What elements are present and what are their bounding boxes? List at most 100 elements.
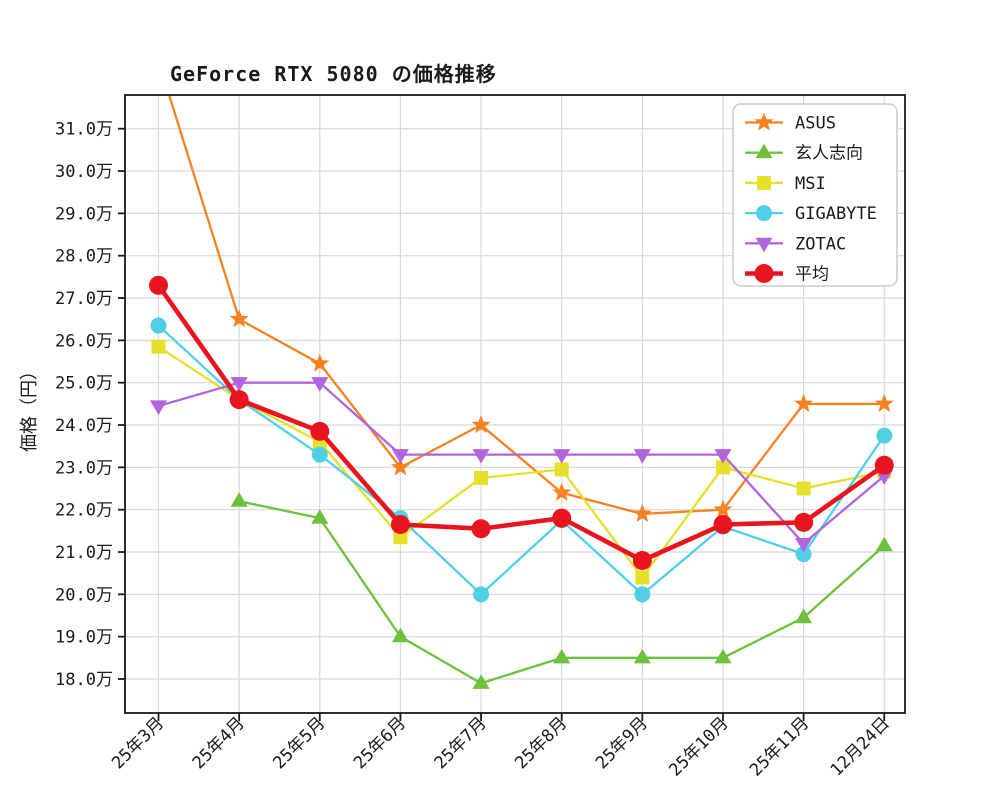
series-marker-玄人志向 <box>633 648 651 664</box>
x-tick-label: 25年8月 <box>511 713 571 773</box>
y-tick-label: 29.0万 <box>55 204 113 224</box>
series-line-MSI <box>157 345 885 579</box>
series-marker-GIGABYTE <box>876 427 893 444</box>
series-marker-ASUS <box>713 499 733 518</box>
series-marker-ZOTAC <box>472 449 490 464</box>
legend-label-ASUS: ASUS <box>795 114 836 134</box>
series-marker-ZOTAC <box>714 449 732 464</box>
y-tick-label: 24.0万 <box>55 416 113 436</box>
y-tick-label: 19.0万 <box>55 628 113 648</box>
series-marker-ZOTAC <box>553 449 571 464</box>
series-marker-玄人志向 <box>714 648 732 664</box>
legend-marker-ZOTAC <box>755 237 773 253</box>
series-marker-MSI <box>393 530 408 545</box>
series-marker-MSI <box>151 339 166 354</box>
legend-label-GIGABYTE: GIGABYTE <box>795 204 877 224</box>
series-group <box>149 51 894 689</box>
series-marker-平均 <box>149 275 168 295</box>
y-axis-label: 価格（円） <box>19 362 40 452</box>
series-marker-GIGABYTE <box>150 317 167 334</box>
x-tick-label: 25年4月 <box>189 713 249 773</box>
y-tick-label: 21.0万 <box>55 543 113 563</box>
series-marker-ZOTAC <box>149 400 168 415</box>
legend-label-玄人志向: 玄人志向 <box>795 144 863 164</box>
x-tick-label: 25年6月 <box>350 713 410 773</box>
series-marker-玄人志向 <box>311 509 329 524</box>
series-marker-ASUS <box>229 309 249 328</box>
legend-marker-GIGABYTE <box>756 205 772 222</box>
legend-marker-玄人志向 <box>755 143 773 159</box>
y-tick-label: 31.0万 <box>55 120 113 140</box>
series-marker-GIGABYTE <box>311 446 328 463</box>
series-marker-平均 <box>632 550 652 570</box>
series-marker-平均 <box>874 455 894 475</box>
series-marker-GIGABYTE <box>634 586 651 603</box>
series-marker-ASUS <box>632 503 652 523</box>
y-tick-label: 30.0万 <box>55 162 113 182</box>
x-tick-label: 25年9月 <box>592 713 652 773</box>
legend-box <box>732 103 898 287</box>
y-tick-label: 18.0万 <box>55 670 113 690</box>
series-marker-玄人志向 <box>230 492 248 507</box>
series-line-ASUS <box>167 95 885 516</box>
series-marker-平均 <box>552 508 572 528</box>
series-marker-ZOTAC <box>230 377 248 392</box>
series-marker-MSI <box>796 481 811 496</box>
x-tick-label: 25年10月 <box>665 713 732 780</box>
series-marker-平均 <box>713 514 733 534</box>
series-marker-ZOTAC <box>875 470 893 485</box>
series-marker-ASUS <box>794 393 814 412</box>
legend-label-ZOTAC: ZOTAC <box>795 234 846 254</box>
series-marker-MSI <box>635 570 650 585</box>
y-tick-label: 27.0万 <box>55 289 113 309</box>
y-tick-label: 20.0万 <box>55 585 113 605</box>
series-line-GIGABYTE <box>157 324 886 596</box>
series-line-平均 <box>156 284 886 563</box>
series-marker-MSI <box>554 462 569 477</box>
y-tick-label: 26.0万 <box>55 331 113 351</box>
series-marker-玄人志向 <box>875 536 893 552</box>
series-marker-MSI <box>715 460 730 475</box>
legend-marker-ASUS <box>754 112 774 131</box>
series-marker-MSI <box>474 470 489 485</box>
series-marker-GIGABYTE <box>473 586 490 603</box>
x-tick-label: 25年3月 <box>108 713 168 773</box>
series-marker-ZOTAC <box>795 537 813 553</box>
series-marker-玄人志向 <box>795 608 813 624</box>
legend-marker-MSI <box>757 175 771 190</box>
series-marker-ASUS <box>552 482 572 501</box>
legend-label-MSI: MSI <box>795 174 826 194</box>
y-tick-label: 28.0万 <box>55 247 113 267</box>
series-marker-ZOTAC <box>311 377 329 392</box>
series-marker-ASUS <box>310 353 330 372</box>
series-marker-ZOTAC <box>633 449 651 464</box>
series-marker-平均 <box>471 519 491 539</box>
x-tick-label: 25年7月 <box>431 713 491 773</box>
legend-marker-平均 <box>754 264 774 283</box>
y-tick-label: 23.0万 <box>55 458 113 478</box>
y-tick-label: 22.0万 <box>55 501 113 521</box>
series-marker-玄人志向 <box>472 674 490 689</box>
series-marker-ASUS <box>390 457 410 476</box>
chart-title: GeForce RTX 5080 の価格推移 <box>170 62 497 86</box>
series-marker-GIGABYTE <box>795 546 812 563</box>
x-tick-label: 25年5月 <box>269 713 329 773</box>
series-marker-平均 <box>229 390 249 410</box>
series-marker-ASUS <box>471 415 491 434</box>
series-line-ZOTAC <box>158 381 885 545</box>
series-marker-玄人志向 <box>391 627 409 643</box>
series-marker-平均 <box>390 514 410 534</box>
series-marker-ZOTAC <box>391 449 409 464</box>
series-marker-平均 <box>794 512 814 532</box>
series-marker-ASUS <box>149 51 168 69</box>
series-marker-ASUS <box>874 393 894 412</box>
legend-label-平均: 平均 <box>795 265 829 285</box>
x-tick-label: 25年11月 <box>746 713 813 780</box>
y-tick-label: 25.0万 <box>55 374 113 394</box>
series-marker-平均 <box>310 421 330 441</box>
series-marker-玄人志向 <box>553 648 571 664</box>
x-tick-label: 12月24日 <box>827 713 894 780</box>
plot-border <box>124 94 906 714</box>
